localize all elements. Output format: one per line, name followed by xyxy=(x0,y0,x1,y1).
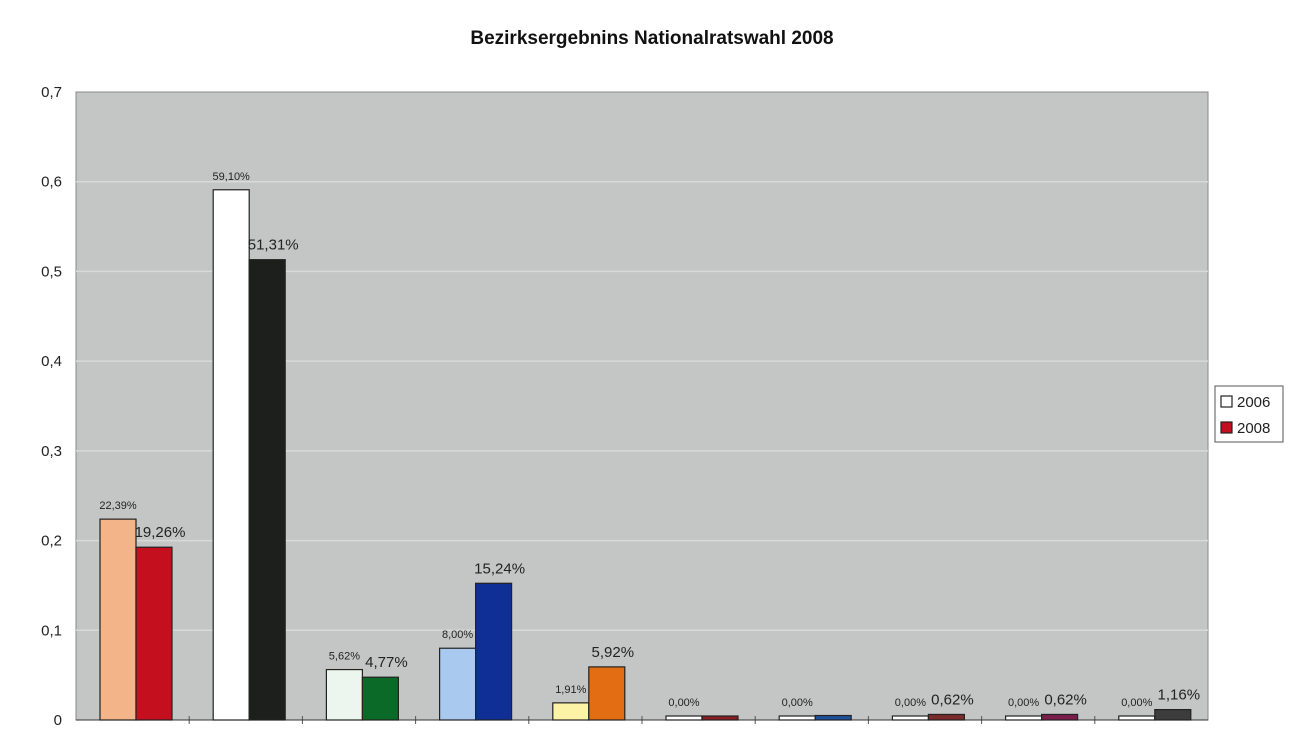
data-label-2008: 51,31% xyxy=(248,237,299,254)
y-tick-label: 0,4 xyxy=(41,353,62,370)
bars xyxy=(99,189,1192,721)
legend-label: 2008 xyxy=(1237,420,1270,437)
data-label-2006: 5,62% xyxy=(329,651,360,663)
legend-label: 2006 xyxy=(1237,394,1270,411)
bar-2006 xyxy=(439,647,477,721)
bar-2008 xyxy=(1040,713,1079,721)
bar-2008 xyxy=(701,715,739,721)
bar-2006 xyxy=(99,518,137,721)
data-label-2008: 15,24% xyxy=(474,560,525,577)
bar-2006 xyxy=(665,715,703,721)
bar-2008 xyxy=(1154,708,1192,721)
y-tick-label: 0,3 xyxy=(41,443,62,460)
data-label-2006: 0,00% xyxy=(1008,697,1039,709)
data-label-2008: 19,26% xyxy=(135,524,186,541)
bar-2008 xyxy=(361,676,399,721)
data-label-2006: 22,39% xyxy=(99,500,137,512)
bar-2006 xyxy=(1118,715,1156,721)
y-tick-label: 0,1 xyxy=(41,622,62,639)
data-label-2006: 59,10% xyxy=(213,171,251,183)
data-labels: 22,39% 19,26% 59,10% 51,31% 5,62% 4,77% 8,00% 1… xyxy=(99,171,1200,709)
data-label-2006: 1,91% xyxy=(555,684,586,696)
y-tick-label: 0,7 xyxy=(41,84,62,101)
legend-swatch xyxy=(1220,421,1233,434)
y-tick-label: 0,5 xyxy=(41,263,62,280)
bar-2008 xyxy=(475,582,513,721)
y-tick-label: 0 xyxy=(54,712,62,729)
data-label-2006: 0,00% xyxy=(895,697,926,709)
legend: 2006 2008 xyxy=(1214,385,1284,443)
bar-2006 xyxy=(891,715,930,721)
bar-2008 xyxy=(248,259,286,721)
bar-2006 xyxy=(552,702,590,721)
bar-2008 xyxy=(814,714,852,721)
data-label-2006: 0,00% xyxy=(782,697,813,709)
bar-2008 xyxy=(927,713,966,721)
data-label-2008: 0,62% xyxy=(1044,691,1087,708)
y-tick-label: 0,6 xyxy=(41,174,62,191)
y-tick-label: 0,2 xyxy=(41,533,62,550)
bar-2006 xyxy=(778,715,816,721)
chart-title: Bezirksergebnins Nationalratswahl 2008 xyxy=(470,28,833,49)
bar-2006 xyxy=(325,668,363,721)
data-label-2008: 0,62% xyxy=(931,691,974,708)
bar-2006 xyxy=(212,189,250,721)
data-label-2008: 5,92% xyxy=(592,644,635,661)
data-label-2006: 0,00% xyxy=(668,697,699,709)
legend-swatch xyxy=(1220,395,1233,408)
data-label-2006: 0,00% xyxy=(1121,697,1152,709)
data-label-2008: 4,77% xyxy=(365,654,408,671)
bar-2008 xyxy=(588,666,626,721)
data-label-2006: 8,00% xyxy=(442,629,473,641)
data-label-2008: 1,16% xyxy=(1158,687,1201,704)
bar-2006 xyxy=(1004,715,1043,721)
bar-2008 xyxy=(135,546,173,721)
